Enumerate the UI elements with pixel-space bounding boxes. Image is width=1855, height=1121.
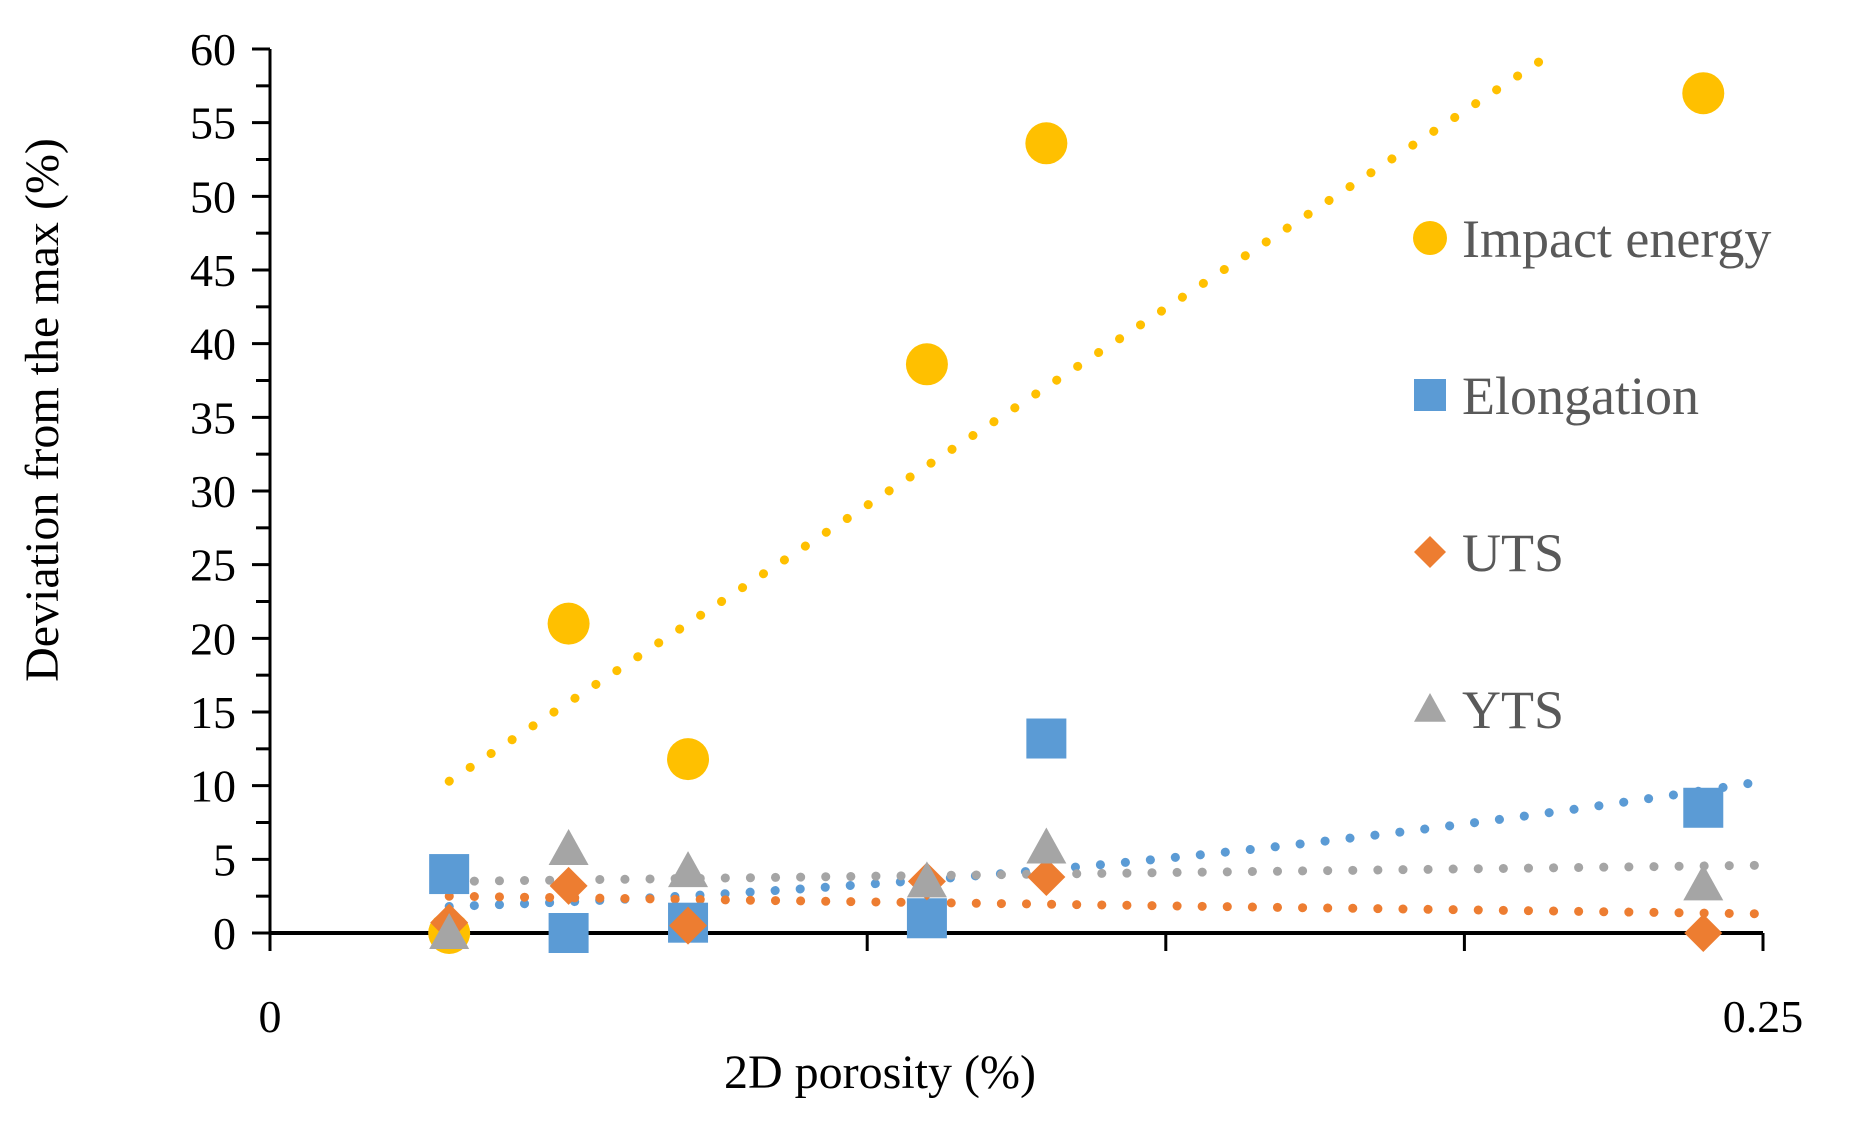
- yts-trendline: [444, 860, 1768, 886]
- legend-yts-icon: [1414, 693, 1446, 722]
- x-tick-labels: 0 0.25: [259, 991, 1804, 1042]
- y-tick-label: 45: [190, 245, 236, 296]
- y-tick-label: 25: [190, 540, 236, 591]
- y-tick-label: 40: [190, 319, 236, 370]
- impact-energy-point: [905, 343, 948, 386]
- legend-uts-label: UTS: [1462, 523, 1564, 583]
- elongation-point: [1683, 787, 1724, 828]
- impact-energy-point: [547, 602, 590, 645]
- y-tick-label: 5: [213, 834, 236, 885]
- y-tick-labels: 0 5 10 15 20 25 30 35 40 45 50 55 60: [190, 24, 236, 959]
- elongation-point: [906, 898, 947, 939]
- y-tick-label: 30: [190, 466, 236, 517]
- trendlines-layer: [444, 47, 1768, 919]
- y-tick-label: 0: [213, 908, 236, 959]
- uts-point: [669, 906, 708, 945]
- elongation-point: [429, 854, 470, 895]
- elongation-trendline: [444, 776, 1768, 911]
- uts-trendline: [444, 891, 1768, 919]
- legend-uts-icon: [1414, 536, 1446, 568]
- uts-point: [549, 866, 588, 905]
- legend-elongation-label: Elongation: [1462, 366, 1699, 426]
- x-tick-label: 0.25: [1723, 991, 1804, 1042]
- uts-point: [1027, 858, 1066, 897]
- yts-point: [548, 829, 589, 866]
- yts-point: [1683, 864, 1724, 901]
- impact-energy-trendline: [444, 47, 1559, 786]
- x-tick-label: 0: [259, 991, 282, 1042]
- y-axis-title: Deviation from the max (%): [16, 138, 69, 682]
- legend-impact-energy-label: Impact energy: [1462, 209, 1771, 269]
- legend: Impact energy Elongation UTS YTS: [1413, 209, 1771, 740]
- impact-energy-point: [667, 738, 710, 781]
- y-tick-label: 55: [190, 98, 236, 149]
- markers-layer: [428, 72, 1725, 954]
- x-axis-title: 2D porosity (%): [724, 1046, 1036, 1099]
- y-tick-label: 10: [190, 761, 236, 812]
- yts-point: [668, 851, 709, 888]
- impact-energy-point: [1682, 72, 1725, 115]
- legend-yts-label: YTS: [1462, 680, 1564, 740]
- yts-point: [906, 861, 947, 898]
- y-tick-label: 15: [190, 687, 236, 738]
- y-tick-label: 50: [190, 171, 236, 222]
- axes-layer: [252, 47, 1765, 951]
- yts-point: [429, 913, 470, 949]
- legend-elongation-icon: [1414, 379, 1446, 411]
- yts-point: [1026, 827, 1067, 864]
- elongation-point: [548, 913, 589, 953]
- y-tick-label: 35: [190, 392, 236, 443]
- elongation-point: [1026, 718, 1067, 759]
- legend-impact-energy-icon: [1413, 221, 1447, 255]
- impact-energy-point: [1025, 122, 1068, 165]
- y-tick-label: 60: [190, 24, 236, 75]
- y-tick-label: 20: [190, 613, 236, 664]
- uts-point: [1684, 914, 1723, 952]
